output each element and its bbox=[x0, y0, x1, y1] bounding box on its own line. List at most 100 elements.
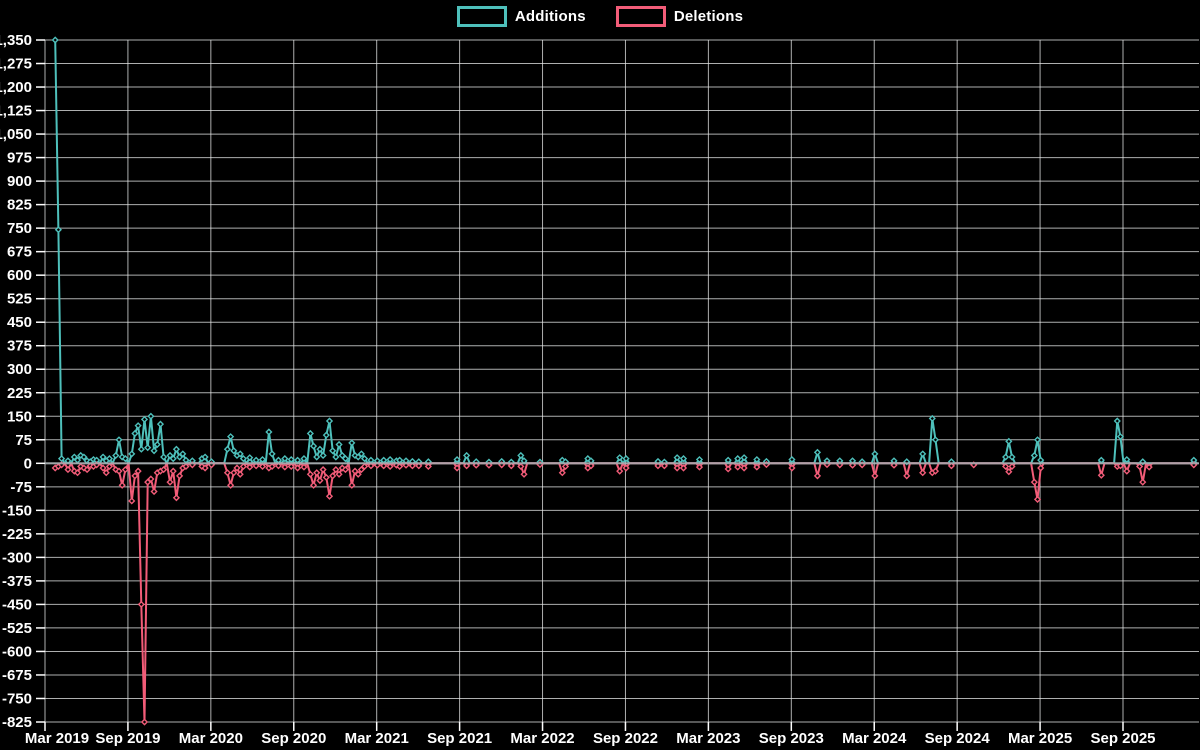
deletions-point-marker bbox=[558, 469, 566, 477]
deletions-point-marker bbox=[903, 472, 911, 480]
additions-point-marker bbox=[928, 414, 936, 423]
deletions-point-marker bbox=[871, 472, 879, 480]
y-axis-label: 375 bbox=[7, 338, 32, 355]
deletions-point-marker bbox=[258, 462, 267, 471]
additions-legend-label: Additions bbox=[514, 8, 586, 25]
x-axis-label: Mar 2019 bbox=[25, 730, 89, 747]
deletions-point-marker bbox=[415, 462, 423, 470]
deletions-point-marker bbox=[673, 464, 681, 472]
additions-point-marker bbox=[144, 444, 152, 452]
additions-point-marker bbox=[223, 445, 232, 453]
deletions-point-marker bbox=[386, 462, 394, 471]
y-axis-label: 1,050 bbox=[0, 126, 32, 143]
additions-point-marker bbox=[360, 455, 369, 463]
x-axis-label: Sep 2021 bbox=[427, 730, 492, 747]
additions-point-marker bbox=[306, 429, 314, 438]
additions-point-marker bbox=[287, 455, 295, 464]
deletions-point-marker bbox=[351, 467, 359, 475]
x-axis-label: Sep 2022 bbox=[593, 730, 658, 747]
x-axis-label: Mar 2020 bbox=[179, 730, 243, 747]
deletions-point-marker bbox=[1033, 495, 1042, 503]
deletions-point-marker bbox=[309, 481, 318, 489]
y-axis-label: -75 bbox=[10, 479, 32, 496]
deletions-point-marker bbox=[507, 462, 515, 470]
x-axis-labels: Mar 2019 Sep 2019 Mar 2020 Sep 2020 Mar 2021… bbox=[25, 730, 1156, 747]
deletions-point-marker bbox=[1116, 462, 1125, 470]
deletions-point-marker bbox=[182, 462, 190, 471]
additions-point-marker bbox=[70, 453, 78, 461]
deletions-point-marker bbox=[147, 475, 155, 483]
deletions-point-marker bbox=[281, 463, 289, 471]
additions-point-marker bbox=[105, 455, 114, 463]
deletions-point-marker bbox=[919, 469, 927, 477]
deletions-point-marker bbox=[102, 469, 110, 477]
deletions-point-marker bbox=[64, 465, 72, 474]
additions-point-marker bbox=[673, 454, 681, 462]
deletions-point-marker bbox=[1145, 463, 1153, 471]
deletions-point-marker bbox=[931, 467, 940, 475]
additions-point-marker bbox=[54, 226, 62, 234]
x-axis-label: Sep 2023 bbox=[759, 730, 824, 747]
deletions-point-marker bbox=[695, 463, 704, 471]
deletions-point-marker bbox=[268, 462, 276, 471]
additions-point-marker bbox=[463, 451, 471, 460]
additions-point-marker bbox=[351, 451, 359, 460]
deletions-point-marker bbox=[1005, 468, 1013, 476]
additions-swatch bbox=[456, 6, 507, 27]
deletions-point-marker bbox=[83, 465, 91, 474]
deletions-point-marker bbox=[424, 462, 432, 471]
deletions-point-marker bbox=[348, 481, 356, 489]
deletions-point-marker bbox=[1135, 462, 1144, 471]
y-axis-label: 825 bbox=[7, 197, 32, 214]
additions-point-marker bbox=[137, 445, 145, 453]
legend: Additions Deletions bbox=[0, 6, 1200, 27]
deletions-point-marker bbox=[367, 462, 375, 470]
additions-point-marker bbox=[153, 440, 161, 449]
legend-item-deletions[interactable]: Deletions bbox=[615, 6, 744, 27]
y-axis-label: -450 bbox=[2, 596, 32, 613]
deletions-point-marker bbox=[137, 600, 145, 609]
additions-point-marker bbox=[517, 451, 525, 460]
y-axis-label: 300 bbox=[7, 361, 32, 378]
x-axis-label: Sep 2024 bbox=[925, 730, 991, 747]
additions-point-marker bbox=[57, 455, 66, 463]
deletions-point-marker bbox=[753, 463, 761, 471]
deletions-point-marker bbox=[622, 464, 630, 472]
additions-point-marker bbox=[300, 455, 308, 463]
additions-point-marker bbox=[357, 450, 365, 458]
deletions-point-marker bbox=[233, 464, 241, 472]
deletions-point-marker bbox=[1002, 462, 1010, 471]
deletions-point-marker bbox=[227, 481, 235, 489]
additions-point-marker bbox=[584, 455, 592, 463]
additions-point-marker bbox=[616, 454, 624, 462]
additions-point-marker bbox=[172, 445, 180, 453]
y-axis-label: -150 bbox=[2, 502, 32, 519]
additions-point-marker bbox=[753, 455, 761, 464]
deletions-legend-label: Deletions bbox=[673, 8, 744, 25]
deletions-point-marker bbox=[115, 467, 123, 475]
deletions-point-marker bbox=[1097, 471, 1105, 479]
deletions-point-marker bbox=[332, 465, 340, 474]
additions-point-marker bbox=[813, 448, 822, 456]
additions-point-marker bbox=[147, 412, 155, 420]
additions-point-marker bbox=[622, 455, 630, 463]
additions-point-marker bbox=[176, 453, 184, 461]
additions-point-marker bbox=[341, 455, 350, 463]
deletions-point-marker bbox=[1030, 478, 1038, 486]
additions-point-marker bbox=[80, 453, 88, 461]
deletions-point-marker bbox=[517, 462, 525, 471]
gridlines bbox=[44, 39, 1199, 723]
additions-point-marker bbox=[150, 447, 158, 455]
deletions-point-marker bbox=[947, 462, 956, 470]
additions-point-marker bbox=[338, 451, 346, 460]
y-axis-label: 75 bbox=[15, 432, 32, 449]
legend-item-additions[interactable]: Additions bbox=[456, 6, 586, 27]
deletions-point-marker bbox=[99, 464, 107, 472]
y-axis-label: 750 bbox=[7, 220, 32, 237]
additions-point-marker bbox=[788, 455, 796, 464]
x-axis-label: Mar 2022 bbox=[510, 730, 574, 747]
deletions-point-marker bbox=[1139, 478, 1147, 486]
y-axis-labels: 1,3501,2751,2001,1251,050975900825750675… bbox=[0, 32, 32, 731]
deletions-point-marker bbox=[587, 462, 595, 470]
deletions-point-marker bbox=[679, 464, 688, 472]
